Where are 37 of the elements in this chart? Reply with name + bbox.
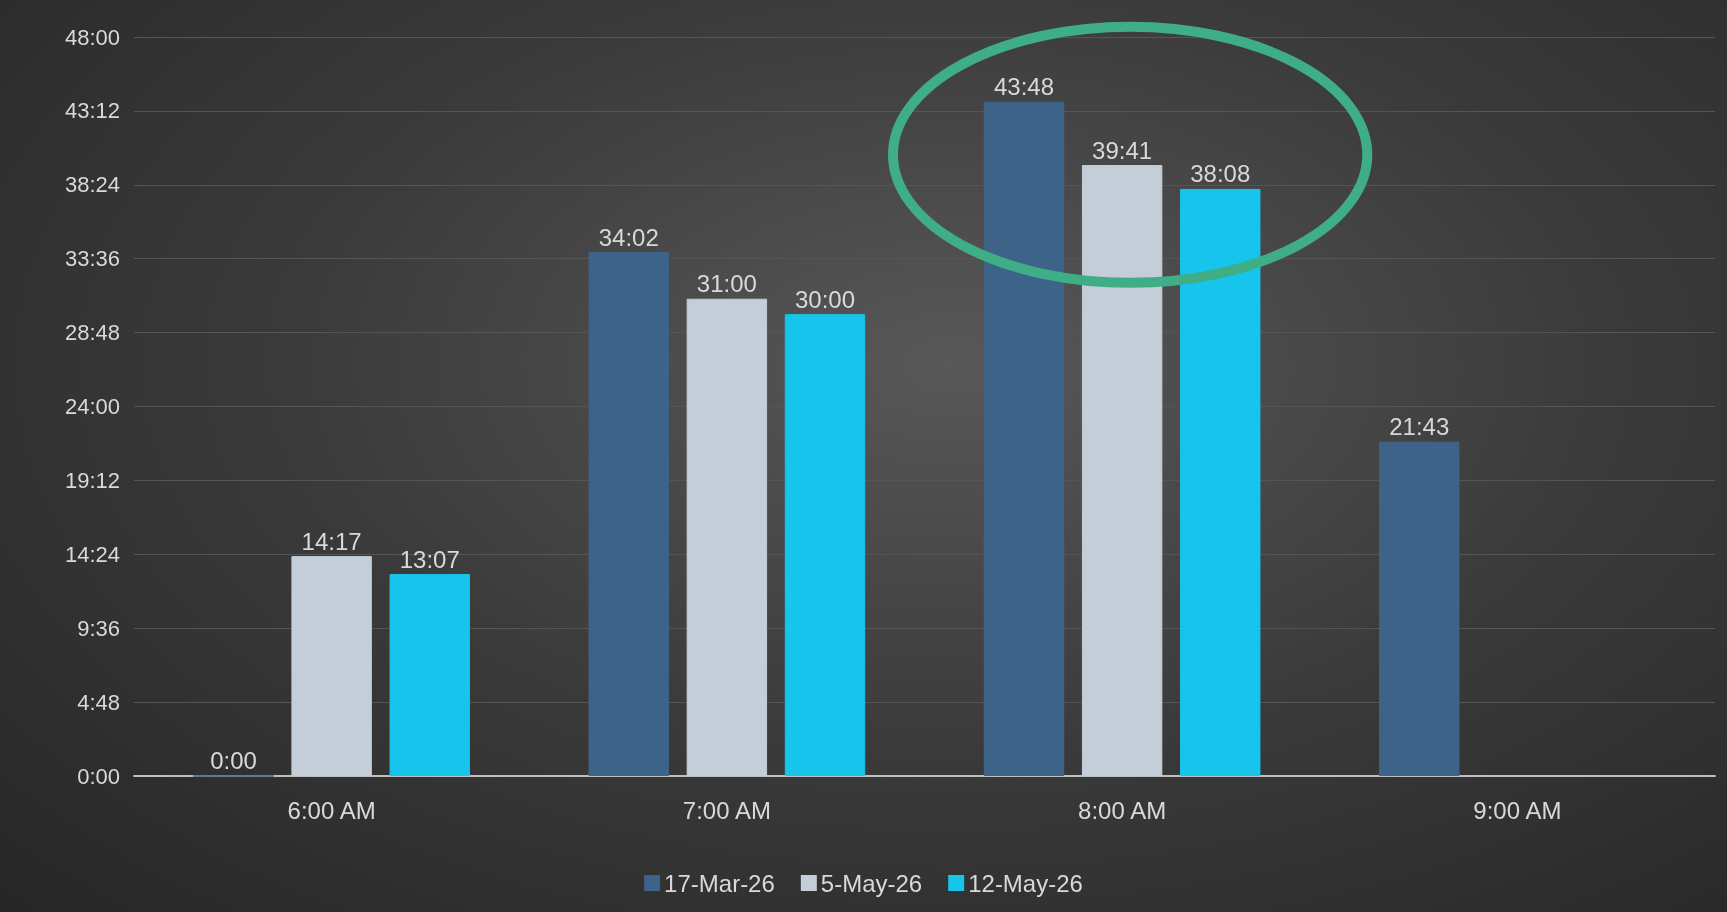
y-tick-label: 14:24 xyxy=(64,541,120,567)
bar xyxy=(588,252,669,776)
y-tick-label: 33:36 xyxy=(64,246,120,272)
bar xyxy=(389,574,470,776)
y-tick-label: 43:12 xyxy=(64,98,120,124)
y-tick-label: 24:00 xyxy=(64,394,120,419)
legend-label: 17-Mar-26 xyxy=(664,869,775,897)
data-label: 14:17 xyxy=(301,527,362,555)
data-label: 39:41 xyxy=(1092,136,1153,164)
data-label: 30:00 xyxy=(794,285,856,313)
data-label: 21:43 xyxy=(1389,413,1450,441)
y-tick-label: 19:12 xyxy=(64,467,120,493)
data-label: 13:07 xyxy=(399,545,460,573)
data-label: 34:02 xyxy=(598,223,659,251)
x-tick-label: 9:00 AM xyxy=(1473,796,1562,824)
y-tick-label: 38:24 xyxy=(64,172,120,198)
bar xyxy=(1180,188,1261,776)
data-label: 38:08 xyxy=(1190,160,1251,188)
bar xyxy=(1081,165,1163,776)
x-tick-label: 8:00 AM xyxy=(1078,796,1167,824)
y-tick-label: 28:48 xyxy=(64,320,120,346)
y-tick-label: 48:00 xyxy=(64,24,120,50)
data-label: 0:00 xyxy=(210,747,257,774)
bar xyxy=(983,101,1065,776)
x-tick-label: 7:00 AM xyxy=(682,796,771,824)
legend-label: 5-May-26 xyxy=(820,869,923,897)
data-label: 31:00 xyxy=(696,270,757,298)
bar xyxy=(784,314,866,776)
bar xyxy=(291,556,372,776)
x-tick-label: 6:00 AM xyxy=(287,796,376,824)
y-tick-label: 9:36 xyxy=(77,615,120,641)
legend-label: 12-May-26 xyxy=(968,869,1083,897)
bar xyxy=(686,298,768,776)
bar xyxy=(1379,441,1460,776)
y-tick-label: 4:48 xyxy=(77,689,120,715)
data-label: 43:48 xyxy=(993,73,1055,101)
y-tick-label: 0:00 xyxy=(77,763,120,789)
